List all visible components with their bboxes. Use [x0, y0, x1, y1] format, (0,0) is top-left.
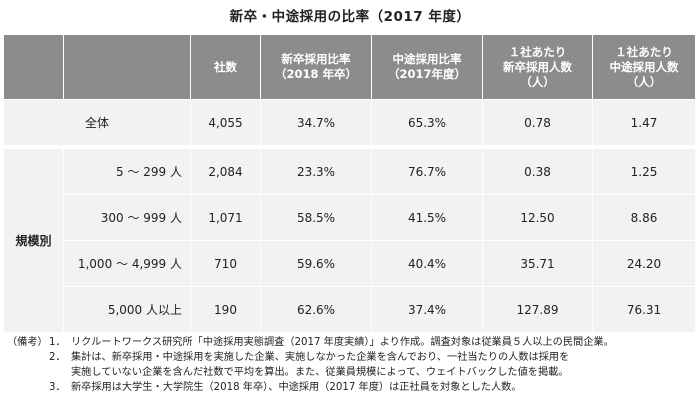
- table-cell: 58.5%: [260, 194, 372, 241]
- recruitment-ratio-table: 社数 新卒採用比率 （2018 年卒） 中途採用比率 （2017年度） １社あた…: [3, 34, 696, 333]
- row-label: 全体: [3, 99, 191, 146]
- group-label: 規模別: [3, 148, 64, 333]
- table-cell: 40.4%: [371, 240, 483, 287]
- header-new-grad-per-company: １社あたり 新卒採用人数 （人）: [482, 34, 593, 100]
- note-number: 1．: [49, 337, 66, 348]
- table-cell: 1.25: [592, 148, 696, 195]
- table-cell: 0.78: [482, 99, 593, 146]
- row-label: 5,000 人以上: [63, 286, 191, 333]
- table-row: 1,000 ～ 4,999 人 710 59.6% 40.4% 35.71 24…: [4, 240, 696, 287]
- header-row: 社数 新卒採用比率 （2018 年卒） 中途採用比率 （2017年度） １社あた…: [3, 34, 696, 100]
- note-item: 2． 集計は、新卒採用・中途採用を実施した企業、実施しなかった企業を含んでおり、…: [7, 350, 697, 365]
- row-label: 5 ～ 299 人: [63, 148, 191, 195]
- table-row-total: 全体 4,055 34.7% 65.3% 0.78 1.47: [3, 99, 696, 146]
- notes-section: （備考） 1． リクルートワークス研究所「中途採用実態調査（2017 年度実績）…: [7, 335, 697, 395]
- header-cell-blank: [63, 34, 191, 100]
- table-row: 規模別 5 ～ 299 人 2,084 23.3% 76.7% 0.38 1.2…: [3, 148, 696, 333]
- table-cell: 1.47: [592, 99, 696, 146]
- gap-cell: [3, 145, 696, 149]
- table-cell: 1,071: [190, 194, 261, 241]
- table-row: 300 ～ 999 人 1,071 58.5% 41.5% 12.50 8.86: [4, 194, 696, 241]
- note-indent: [7, 350, 49, 365]
- table-cell: 65.3%: [371, 99, 483, 146]
- table-cell: 62.6%: [260, 286, 372, 333]
- note-number: 2．: [49, 352, 66, 363]
- note-item: （備考） 1． リクルートワークス研究所「中途採用実態調査（2017 年度実績）…: [7, 335, 697, 350]
- row-gap: [3, 145, 696, 149]
- table-cell: 190: [190, 286, 261, 333]
- row-label: 1,000 ～ 4,999 人: [63, 240, 191, 287]
- header-mid-career-per-company: １社あたり 中途採用人数 （人）: [592, 34, 696, 100]
- note-text: リクルートワークス研究所「中途採用実態調査（2017 年度実績）」より作成。調査…: [71, 337, 614, 348]
- note-text: 新卒採用は大学生・大学院生（2018 年卒）、中途採用（2017 年度）は正社員…: [71, 382, 522, 393]
- note-text-continued: 実施していない企業を含んだ社数で平均を算出。また、従業員規模によって、ウェイトバ…: [71, 367, 569, 378]
- table-cell: 2,084: [190, 148, 261, 195]
- table-cell: 710: [190, 240, 261, 287]
- header-mid-career-ratio: 中途採用比率 （2017年度）: [371, 34, 483, 100]
- table-cell: 35.71: [482, 240, 593, 287]
- table-cell: 23.3%: [260, 148, 372, 195]
- table-cell: 37.4%: [371, 286, 483, 333]
- page-title: 新卒・中途採用の比率（2017 年度）: [229, 9, 471, 25]
- table-cell: 127.89: [482, 286, 593, 333]
- table-cell: 4,055: [190, 99, 261, 146]
- note-item: 3． 新卒採用は大学生・大学院生（2018 年卒）、中途採用（2017 年度）は…: [7, 380, 697, 395]
- header-new-grad-ratio: 新卒採用比率 （2018 年卒）: [260, 34, 372, 100]
- table-cell: 34.7%: [260, 99, 372, 146]
- header-cell-blank: [3, 34, 64, 100]
- table-cell: 8.86: [592, 194, 696, 241]
- table-cell: 0.38: [482, 148, 593, 195]
- table-cell: 12.50: [482, 194, 593, 241]
- table-cell: 24.20: [592, 240, 696, 287]
- note-number: 3．: [49, 382, 66, 393]
- table-row: 5,000 人以上 190 62.6% 37.4% 127.89 76.31: [4, 286, 696, 333]
- table-cell: 41.5%: [371, 194, 483, 241]
- notes-heading: （備考）: [7, 337, 48, 348]
- table-cell: 76.31: [592, 286, 696, 333]
- note-text: 集計は、新卒採用・中途採用を実施した企業、実施しなかった企業を含んでおり、一社当…: [71, 352, 570, 363]
- table-cell: 76.7%: [371, 148, 483, 195]
- note-indent: [7, 380, 49, 395]
- table-cell: 59.6%: [260, 240, 372, 287]
- header-companies: 社数: [190, 34, 261, 100]
- row-label: 300 ～ 999 人: [63, 194, 191, 241]
